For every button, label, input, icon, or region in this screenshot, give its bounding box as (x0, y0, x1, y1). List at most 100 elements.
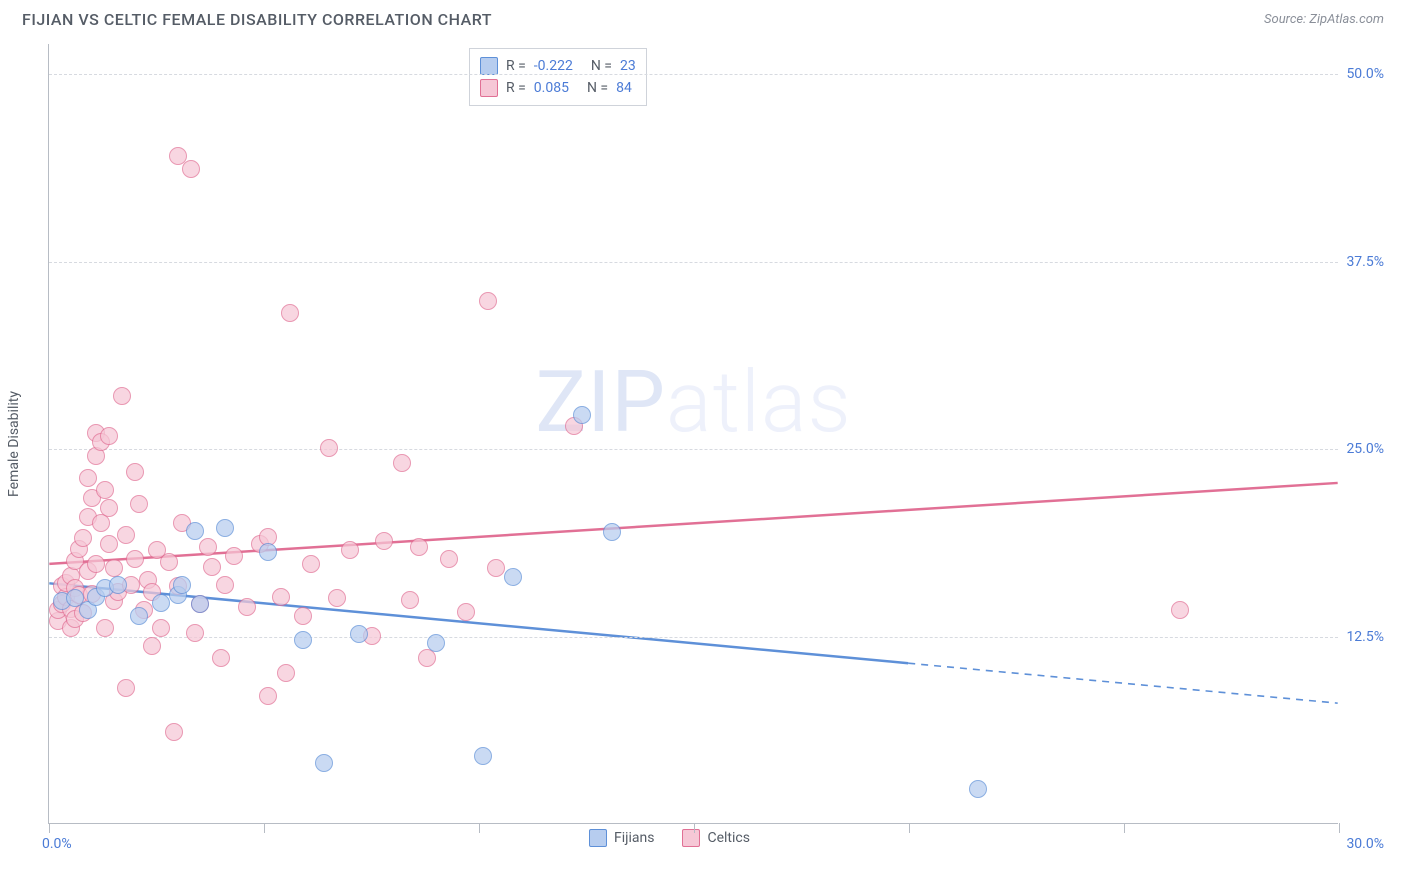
data-point (117, 526, 135, 544)
data-point (130, 495, 148, 513)
trend-line-dashed (908, 663, 1337, 703)
data-point (259, 687, 277, 705)
legend-n-value: 84 (616, 77, 632, 99)
gridline (49, 74, 1338, 75)
data-point (216, 519, 234, 537)
y-tick-label: 12.5% (1346, 629, 1384, 645)
gridline (49, 449, 1338, 450)
legend-n-label: N = (587, 77, 608, 99)
legend-swatch (480, 57, 498, 75)
data-point (281, 304, 299, 322)
y-axis-label: Female Disability (6, 391, 22, 497)
data-point (320, 439, 338, 457)
legend-swatch (589, 829, 607, 847)
data-point (96, 481, 114, 499)
data-point (199, 538, 217, 556)
legend-swatch (682, 829, 700, 847)
x-tick (694, 823, 695, 833)
data-point (479, 292, 497, 310)
data-point (487, 559, 505, 577)
data-point (457, 603, 475, 621)
data-point (277, 664, 295, 682)
data-point (328, 589, 346, 607)
x-tick (1339, 823, 1340, 833)
data-point (160, 553, 178, 571)
data-point (259, 543, 277, 561)
data-point (350, 625, 368, 643)
legend-item: Fijians (589, 829, 654, 847)
data-point (410, 538, 428, 556)
data-point (186, 522, 204, 540)
x-tick (1124, 823, 1125, 833)
data-point (302, 555, 320, 573)
data-point (203, 558, 221, 576)
data-point (341, 541, 359, 559)
data-point (393, 454, 411, 472)
chart-container: Female Disability ZIPatlas R =-0.222N =2… (48, 44, 1384, 844)
data-point (96, 619, 114, 637)
data-point (504, 568, 522, 586)
data-point (474, 747, 492, 765)
data-point (401, 591, 419, 609)
data-point (225, 547, 243, 565)
data-point (100, 427, 118, 445)
data-point (216, 576, 234, 594)
gridline (49, 637, 1338, 638)
legend-stats: R =-0.222N =23R =0.085N =84 (469, 48, 647, 106)
trend-line (49, 483, 1337, 564)
legend-series: Fijians Celtics (589, 829, 750, 847)
data-point (126, 550, 144, 568)
chart-title: FIJIAN VS CELTIC FEMALE DISABILITY CORRE… (22, 10, 492, 29)
trend-lines (49, 44, 1338, 823)
legend-r-value: 0.085 (534, 77, 569, 99)
data-point (1171, 601, 1189, 619)
data-point (294, 631, 312, 649)
data-point (173, 576, 191, 594)
legend-r-label: R = (506, 77, 526, 99)
y-tick-label: 50.0% (1346, 66, 1384, 82)
data-point (186, 624, 204, 642)
x-tick (479, 823, 480, 833)
legend-swatch (480, 79, 498, 97)
legend-series-label: Fijians (614, 830, 654, 846)
data-point (573, 406, 591, 424)
legend-item: Celtics (682, 829, 749, 847)
plot-area: ZIPatlas R =-0.222N =23R =0.085N =84 Fij… (48, 44, 1338, 824)
data-point (126, 463, 144, 481)
x-tick (909, 823, 910, 833)
gridline (49, 262, 1338, 263)
data-point (152, 594, 170, 612)
x-tick (49, 823, 50, 833)
legend-series-label: Celtics (707, 830, 749, 846)
data-point (182, 160, 200, 178)
data-point (212, 649, 230, 667)
x-axis-min: 0.0% (42, 836, 72, 852)
x-axis-max: 30.0% (1346, 836, 1384, 852)
data-point (152, 619, 170, 637)
data-point (87, 555, 105, 573)
x-tick (264, 823, 265, 833)
data-point (74, 529, 92, 547)
y-tick-label: 25.0% (1346, 441, 1384, 457)
data-point (130, 607, 148, 625)
data-point (117, 679, 135, 697)
y-tick-label: 37.5% (1346, 254, 1384, 270)
data-point (294, 607, 312, 625)
data-point (375, 532, 393, 550)
data-point (272, 588, 290, 606)
source-attribution: Source: ZipAtlas.com (1264, 12, 1384, 27)
data-point (79, 469, 97, 487)
data-point (105, 559, 123, 577)
data-point (440, 550, 458, 568)
legend-stat-row: R = 0.085 N = 84 (480, 77, 636, 99)
data-point (109, 576, 127, 594)
data-point (315, 754, 333, 772)
data-point (143, 637, 161, 655)
data-point (969, 780, 987, 798)
data-point (191, 595, 209, 613)
data-point (100, 499, 118, 517)
data-point (427, 634, 445, 652)
data-point (603, 523, 621, 541)
data-point (113, 387, 131, 405)
data-point (100, 535, 118, 553)
